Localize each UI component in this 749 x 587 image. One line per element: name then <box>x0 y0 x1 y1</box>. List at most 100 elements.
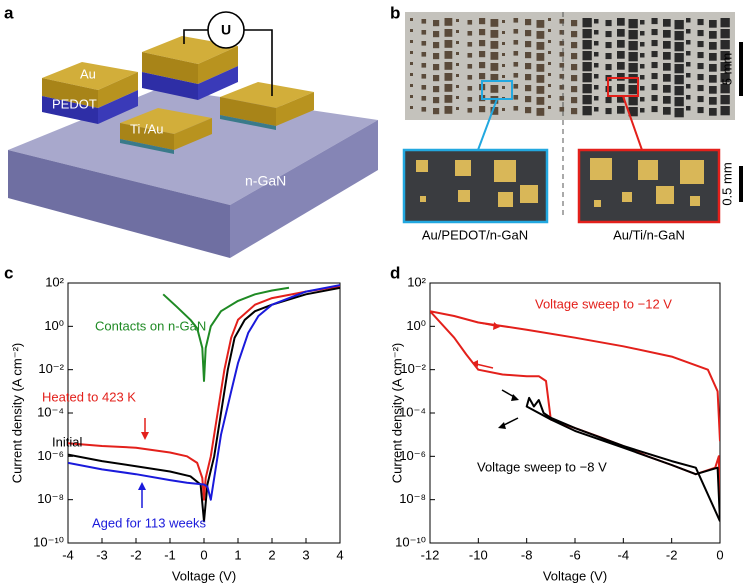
photo-pad <box>651 29 658 36</box>
x-tick-label: 3 <box>302 547 309 562</box>
panel-label: d <box>390 263 400 282</box>
photo-pad <box>582 40 592 50</box>
photo-pad <box>651 40 658 47</box>
photo-pad <box>444 40 453 48</box>
x-tick-label: 0 <box>716 547 723 562</box>
photo-pad <box>536 86 545 94</box>
photo-pad <box>421 74 427 79</box>
photo-pad <box>594 96 599 101</box>
x-axis-label: Voltage (V) <box>543 568 607 583</box>
x-tick-label: -12 <box>421 547 440 562</box>
photo-pad <box>513 51 519 56</box>
x-tick-label: 0 <box>200 547 207 562</box>
x-tick-label: -2 <box>130 547 142 562</box>
photo-pad <box>582 29 592 39</box>
photo-pad <box>467 20 473 25</box>
device-diagram <box>8 11 378 258</box>
photo-pad <box>490 19 499 27</box>
photo-pad <box>640 42 645 47</box>
x-tick-label: -4 <box>618 547 630 562</box>
y-tick-label: 10⁻² <box>400 361 426 376</box>
photo-pad <box>709 42 717 50</box>
photo-pad <box>617 51 625 59</box>
photo-pad <box>697 52 704 59</box>
photo-pad <box>594 19 599 24</box>
photo-pad <box>663 63 671 71</box>
photo-pad <box>663 96 671 104</box>
photo-pad <box>536 20 545 28</box>
photo-pad <box>709 75 717 83</box>
photo-pad <box>444 106 453 114</box>
photo-pad <box>513 106 519 111</box>
photo-pad <box>651 106 658 113</box>
photo-pad <box>456 19 459 22</box>
photo-pad <box>686 51 691 56</box>
photo-pad <box>640 31 645 36</box>
photo-pad <box>605 31 612 38</box>
photo-pad <box>479 73 486 80</box>
panel-label: a <box>4 3 14 22</box>
photo-pad <box>421 63 427 68</box>
y-tick-label: 10⁻⁶ <box>399 448 426 463</box>
photo-pad <box>444 95 453 103</box>
photo-pad <box>582 51 592 61</box>
series-label: Initial <box>52 434 82 449</box>
photo-pad <box>674 53 684 63</box>
photo-pad <box>513 40 519 45</box>
series-line <box>68 286 340 523</box>
photo-pad <box>617 18 625 26</box>
photo-pad <box>571 86 578 93</box>
photo-pad <box>674 20 684 30</box>
photo-pad <box>651 18 658 25</box>
photo-pad <box>640 53 645 58</box>
photo-pad <box>674 31 684 41</box>
photo-pad <box>686 62 691 67</box>
photo-pad <box>594 30 599 35</box>
photo-pad <box>559 63 565 68</box>
photo-pad <box>548 29 551 32</box>
diagram-label: n-GaN <box>245 173 286 189</box>
series-line <box>68 285 340 501</box>
scale-bar-label: 0.5 mm <box>719 162 734 205</box>
photo-pad <box>605 53 612 60</box>
photo-pad <box>640 86 645 91</box>
photo-pad <box>502 75 505 78</box>
photo-pad <box>536 75 545 83</box>
photo-pad <box>421 85 427 90</box>
photo-pad <box>525 85 532 92</box>
photo-pad <box>536 97 545 105</box>
photo-pad <box>444 51 453 59</box>
photo-pad <box>605 64 612 71</box>
photo-pad <box>663 107 671 115</box>
photo-pad <box>628 107 638 117</box>
photo-pad <box>628 63 638 73</box>
photo-caption: Au/PEDOT/n-GaN <box>422 227 528 242</box>
photo-pad <box>456 85 459 88</box>
photo-pad <box>548 106 551 109</box>
photo-pad <box>513 29 519 34</box>
photo-pad <box>421 30 427 35</box>
photo-pad <box>490 41 499 49</box>
photo-pad <box>697 107 704 114</box>
photo-pad <box>456 107 459 110</box>
photo-pad <box>444 62 453 70</box>
photo-pad <box>617 40 625 48</box>
photo-pad <box>548 73 551 76</box>
photo-pad <box>559 52 565 57</box>
photo-pad <box>456 96 459 99</box>
photo-pad <box>490 74 499 82</box>
photo-pad <box>467 75 473 80</box>
photo-pad <box>548 95 551 98</box>
photo-pad <box>479 62 486 69</box>
photo-pad <box>617 73 625 81</box>
photo-pad <box>686 73 691 78</box>
photo-pad <box>720 18 730 28</box>
photo-pad <box>594 63 599 68</box>
photo-pad <box>663 74 671 82</box>
x-tick-label: -1 <box>164 547 176 562</box>
photo-pad <box>663 41 671 49</box>
photo-pad <box>433 86 440 93</box>
photo-pad <box>674 108 684 118</box>
diagram-label: Au <box>80 66 96 81</box>
